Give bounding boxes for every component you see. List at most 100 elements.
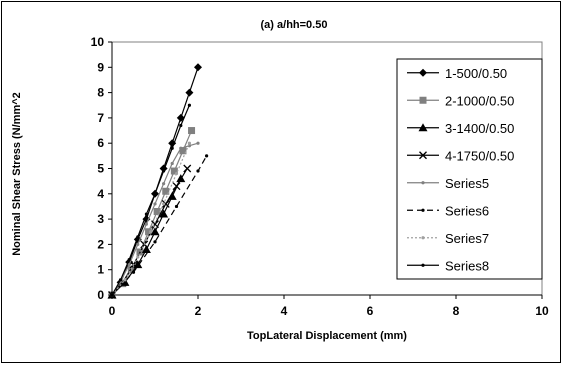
data-point	[123, 278, 127, 282]
data-point	[127, 263, 131, 267]
data-point	[153, 240, 157, 244]
x-tick-label: 0	[109, 304, 116, 318]
data-point	[136, 255, 140, 259]
data-point	[136, 242, 140, 246]
data-point	[174, 171, 179, 176]
legend-swatch-marker	[421, 181, 425, 185]
legend-item: 3-1400/0.50	[407, 121, 514, 136]
y-axis-title: Nominal Shear Stress (N/mm^2	[11, 92, 23, 256]
series-8	[110, 103, 191, 297]
data-point	[172, 182, 181, 191]
marker-stroke	[161, 199, 170, 208]
legend-swatch-marker	[421, 236, 425, 240]
legend: 1-500/0.50 2-1000/0.50 3-1400/0.50 4-1750/0…	[396, 58, 543, 280]
axes: 0 1 2 3 4 5 6 7 8 9 10 0 2 4 6 8 10	[91, 35, 549, 318]
legend-swatch-marker	[421, 263, 425, 267]
x-tick-label: 8	[453, 304, 460, 318]
x-tick-label: 4	[281, 304, 288, 318]
legend-item: Series6	[407, 203, 489, 218]
legend-label: 1-500/0.50	[445, 66, 507, 81]
y-tick-label: 2	[97, 237, 104, 251]
data-point	[179, 147, 187, 155]
y-tick-label: 10	[91, 35, 105, 49]
data-point	[162, 202, 166, 206]
y-tick-label: 0	[97, 288, 104, 302]
data-point	[131, 270, 136, 274]
data-point	[170, 161, 174, 166]
y-tick-label: 7	[97, 111, 104, 125]
legend-item: Series8	[407, 258, 489, 273]
x-tick-label: 2	[195, 304, 202, 318]
legend-box	[396, 58, 543, 280]
series-7	[110, 141, 191, 297]
y-tick-label: 4	[97, 187, 104, 201]
x-tick-label: 10	[535, 304, 549, 318]
data-point	[188, 127, 196, 135]
chart-title: (a) a/hh=0.50	[261, 19, 328, 31]
data-point	[162, 169, 166, 173]
legend-label: Series5	[445, 176, 489, 191]
data-point	[170, 167, 178, 175]
legend-label: 2-1000/0.50	[445, 93, 514, 108]
data-point	[162, 182, 166, 186]
data-point	[110, 293, 114, 297]
data-point	[119, 278, 123, 282]
legend-label: Series6	[445, 203, 489, 218]
y-tick-label: 5	[97, 162, 104, 176]
series-layer	[107, 63, 209, 299]
legend-swatch-marker	[419, 68, 427, 77]
legend-item: Series7	[407, 231, 489, 246]
y-tick-label: 6	[97, 136, 104, 150]
data-point	[141, 244, 151, 253]
y-tick-label: 1	[97, 263, 104, 277]
marker-stroke	[172, 182, 181, 191]
data-point	[142, 215, 151, 224]
legend-item: 4-1750/0.50	[407, 148, 514, 163]
data-point	[162, 187, 170, 195]
series-line	[111, 155, 208, 296]
legend-item: Series5	[407, 176, 489, 191]
data-point	[185, 88, 194, 97]
data-point	[205, 154, 209, 158]
legend-swatch-marker	[419, 96, 427, 104]
marker-stroke	[419, 151, 427, 160]
legend-swatch-marker	[421, 208, 425, 212]
data-point	[196, 169, 200, 173]
data-point	[174, 204, 179, 209]
x-tick-label: 6	[367, 304, 374, 318]
legend-label: 4-1750/0.50	[445, 148, 514, 163]
data-point	[183, 164, 192, 173]
data-point	[187, 141, 191, 145]
series-1	[108, 63, 202, 299]
y-tick-label: 8	[97, 86, 104, 100]
series-6	[110, 154, 209, 297]
legend-item: 2-1000/0.50	[407, 93, 514, 108]
data-point	[127, 266, 135, 274]
data-point	[144, 222, 148, 226]
data-point	[168, 139, 177, 148]
data-point	[153, 202, 157, 206]
legend-swatch-marker	[418, 123, 428, 132]
data-point	[161, 199, 170, 208]
marker-stroke	[183, 164, 192, 173]
legend-swatch-marker	[419, 151, 427, 160]
chart-svg: (a) a/hh=0.50 TopLateral Displacement (m…	[11, 19, 549, 342]
data-point	[145, 228, 153, 236]
y-tick-label: 9	[97, 60, 104, 74]
data-point	[179, 123, 183, 128]
data-point	[194, 63, 202, 72]
data-point	[136, 235, 140, 239]
series-line	[111, 105, 190, 296]
data-point	[187, 103, 191, 107]
data-point	[149, 230, 153, 234]
y-tick-label: 3	[97, 212, 104, 226]
series-line	[111, 67, 199, 296]
data-point	[159, 209, 169, 218]
data-point	[196, 141, 200, 145]
chart-frame: (a) a/hh=0.50 TopLateral Displacement (m…	[1, 1, 561, 363]
legend-label: Series8	[445, 258, 489, 273]
data-point	[150, 227, 160, 236]
x-axis-title: TopLateral Displacement (mm)	[247, 330, 407, 342]
data-point	[179, 146, 183, 150]
legend-label: 3-1400/0.50	[445, 121, 514, 136]
